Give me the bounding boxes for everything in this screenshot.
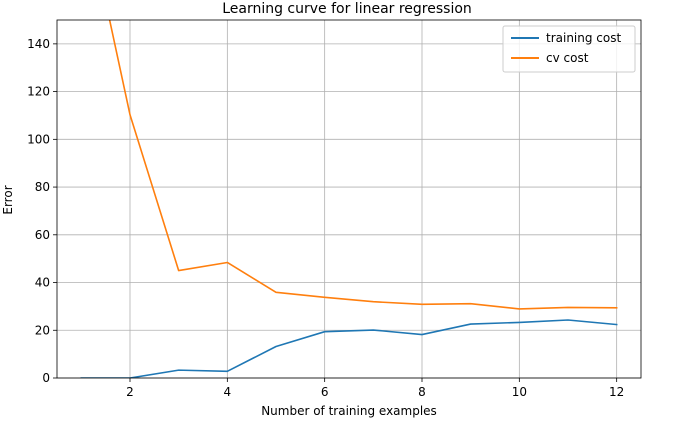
legend-label-training-cost: training cost (546, 31, 621, 45)
y-tick-label: 100 (27, 132, 50, 146)
x-tick-label: 6 (321, 385, 329, 399)
plot-frame (56, 19, 642, 379)
series-layer (80, 20, 618, 378)
chart-title: Learning curve for linear regression (222, 1, 472, 17)
y-tick-label: 140 (27, 37, 50, 51)
series-line-training-cost (80, 319, 618, 378)
y-tick-label: 20 (35, 323, 50, 337)
y-tick-label: 40 (35, 276, 50, 290)
legend: training cost cv cost (502, 25, 636, 73)
x-tick-label: 12 (609, 385, 624, 399)
series-line-cv-cost (108, 20, 618, 310)
x-tick-label: 10 (512, 385, 527, 399)
y-axis-label: Error (1, 185, 15, 214)
x-axis-label: Number of training examples (261, 404, 437, 418)
y-tick-label: 80 (35, 180, 50, 194)
x-tick-label: 8 (418, 385, 426, 399)
x-tick-label: 2 (126, 385, 134, 399)
y-tick-label: 60 (35, 228, 50, 242)
legend-label-cv-cost: cv cost (546, 51, 589, 65)
y-tick-label: 120 (27, 85, 50, 99)
x-tick-label: 4 (224, 385, 232, 399)
y-tick-label: 0 (42, 371, 50, 385)
grid (57, 20, 641, 379)
